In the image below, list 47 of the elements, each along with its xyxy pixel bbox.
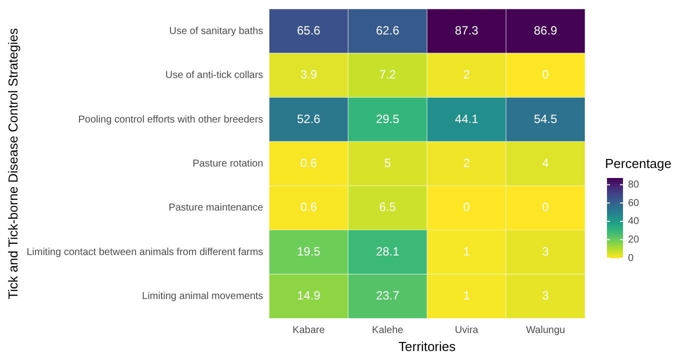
data-label: 52.6 [296, 112, 321, 126]
data-label: 3.9 [300, 68, 318, 82]
y-tick-label: Limiting animal movements [142, 291, 264, 302]
x-tick-label: Kabare [292, 325, 326, 336]
x-tick-label: Kalehe [372, 325, 404, 336]
data-label: 1 [463, 288, 470, 303]
y-tick-label: Pooling control efforts with other breeders [78, 114, 264, 126]
x-axis-title: Territories [398, 338, 456, 354]
data-label: 54.5 [534, 112, 558, 126]
data-label: 0 [463, 200, 470, 214]
data-label: 23.7 [376, 288, 400, 303]
data-label: 29.5 [376, 112, 400, 126]
color-bar-label: 40 [628, 216, 640, 228]
data-label: 19.5 [296, 244, 321, 258]
y-tick-label: Pasture rotation [192, 158, 264, 170]
y-tick-label: Use of sanitary baths [169, 26, 264, 37]
data-label: 2 [463, 156, 470, 170]
data-label: 6.5 [379, 200, 396, 214]
x-tick-label: Walungu [526, 325, 566, 336]
data-label: 14.9 [296, 288, 321, 303]
data-label: 44.1 [454, 112, 479, 126]
color-bar-label: 80 [628, 179, 640, 190]
data-label: 0.6 [300, 156, 318, 170]
data-label: 87.3 [454, 23, 479, 38]
data-label: 7.2 [379, 68, 396, 82]
color-bar-label: 0 [628, 252, 634, 264]
color-bar-title: Percentage [605, 156, 672, 171]
y-axis-title: Tick and Tick-borne Disease Control Strategies [5, 28, 20, 300]
data-label: 1 [463, 244, 470, 258]
data-label: 0.6 [300, 200, 318, 214]
color-bar-label: 20 [628, 234, 640, 246]
data-label: 3 [542, 288, 550, 303]
data-label: 5 [384, 156, 392, 170]
y-tick-label: Use of anti-tick collars [165, 70, 264, 82]
data-label: 2 [463, 68, 470, 82]
x-tick-label: Uvira [454, 325, 479, 336]
color-bar-label: 60 [628, 198, 640, 209]
data-label: 4 [542, 156, 550, 170]
y-tick-label: Pasture maintenance [168, 202, 264, 214]
data-label: 3 [542, 244, 550, 258]
y-tick-label: Limiting contact between animals from different farms [26, 246, 264, 258]
data-label: 62.6 [376, 23, 400, 38]
data-label: 28.1 [376, 244, 400, 258]
data-label: 0 [542, 200, 550, 214]
data-label: 0 [542, 68, 550, 82]
data-label: 86.9 [534, 23, 558, 38]
data-label: 65.6 [296, 23, 321, 38]
